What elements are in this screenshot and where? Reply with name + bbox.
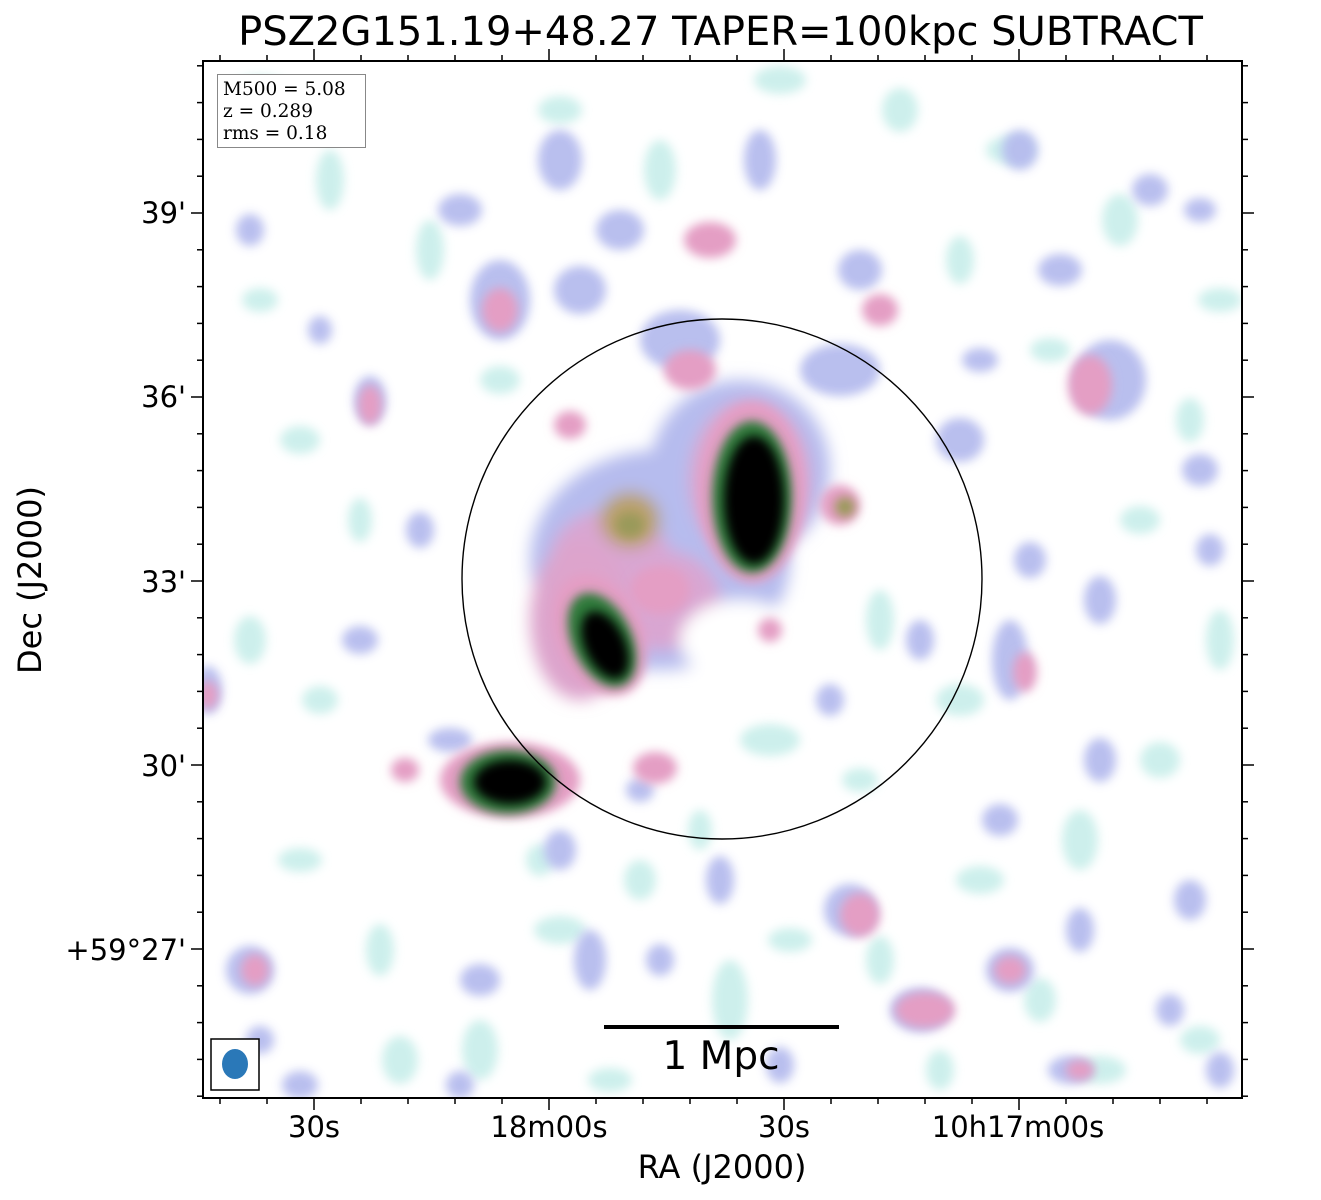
y-tick-label: 39'	[141, 196, 186, 230]
x-tick-label: 30s	[287, 1110, 341, 1144]
y-tick-label: 33'	[141, 565, 186, 599]
x-tick-label: 10h17m00s	[931, 1110, 1105, 1144]
cluster-info-box: M500 = 5.08 z = 0.289 rms = 0.18	[217, 74, 366, 148]
scalebar-label: 1 Mpc	[662, 1034, 780, 1079]
x-axis-label: RA (J2000)	[637, 1148, 807, 1186]
x-tick-label: 18m00s	[490, 1110, 608, 1144]
y-axis-label: Dec (J2000)	[11, 486, 49, 674]
axis-ticks	[191, 49, 1254, 1110]
noise-blobs-faint	[230, 66, 1242, 1092]
redshift-label: z = 0.289	[223, 101, 313, 122]
plot-title: PSZ2G151.19+48.27 TAPER=100kpc SUBTRACT	[238, 9, 1203, 55]
radio-emission-image	[203, 66, 1242, 1098]
bright-source-north	[700, 403, 804, 583]
x-tick-label: 30s	[757, 1110, 811, 1144]
rms-label: rms = 0.18	[223, 123, 328, 144]
y-tick-label: 36'	[141, 380, 186, 414]
r500-circle	[461, 318, 983, 840]
bright-source-south	[553, 574, 647, 696]
y-tick-label: +59°27'	[65, 933, 186, 967]
emission-knots-mid	[203, 222, 1112, 1080]
y-tick-label: 30'	[141, 749, 186, 783]
mass-label: M500 = 5.08	[223, 79, 346, 100]
bright-source-southwest	[440, 742, 580, 818]
emission-knot-olive	[616, 497, 855, 537]
beam-indicator	[210, 1038, 260, 1091]
axes-frame	[202, 60, 1243, 1099]
